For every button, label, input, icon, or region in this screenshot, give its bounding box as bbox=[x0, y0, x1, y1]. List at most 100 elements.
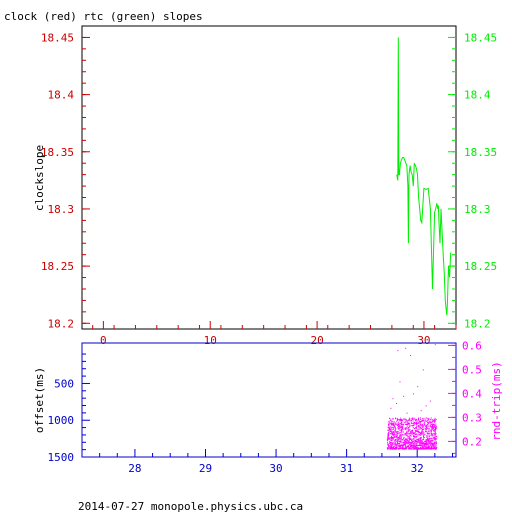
roundtrip-point bbox=[427, 434, 429, 436]
roundtrip-point bbox=[387, 426, 389, 428]
roundtrip-outlier-point bbox=[405, 347, 407, 349]
roundtrip-point bbox=[408, 417, 410, 419]
slopes-x-tick-label: 20 bbox=[310, 334, 323, 347]
roundtrip-point bbox=[428, 429, 430, 431]
roundtrip-point bbox=[416, 433, 418, 435]
roundtrip-point bbox=[430, 432, 432, 434]
roundtrip-point bbox=[426, 447, 428, 449]
roundtrip-point bbox=[400, 419, 402, 420]
roundtrip-point bbox=[411, 420, 412, 421]
roundtrip-point bbox=[410, 421, 412, 423]
roundtrip-point bbox=[426, 433, 428, 435]
roundtrip-point bbox=[397, 430, 399, 432]
roundtrip-outlier-point bbox=[397, 350, 399, 352]
roundtrip-point bbox=[402, 442, 404, 444]
roundtrip-point bbox=[387, 442, 389, 444]
roundtrip-point bbox=[393, 434, 395, 436]
roundtrip-point bbox=[414, 422, 416, 424]
roundtrip-point bbox=[416, 446, 418, 448]
roundtrip-point bbox=[408, 422, 409, 424]
roundtrip-point bbox=[414, 433, 416, 435]
roundtrip-point bbox=[398, 419, 400, 421]
roundtrip-point bbox=[388, 427, 390, 429]
roundtrip-point bbox=[421, 443, 423, 445]
roundtrip-point bbox=[428, 443, 430, 445]
roundtrip-point bbox=[414, 432, 416, 434]
roundtrip-point bbox=[431, 422, 432, 424]
roundtrip-point bbox=[399, 442, 400, 444]
roundtrip-point bbox=[388, 437, 390, 439]
roundtrip-point bbox=[403, 443, 404, 445]
roundtrip-point bbox=[397, 421, 399, 423]
roundtrip-point bbox=[414, 430, 416, 431]
roundtrip-point bbox=[404, 448, 406, 450]
roundtrip-point bbox=[419, 427, 421, 429]
offset-y-tick-label: 1500 bbox=[48, 451, 75, 464]
roundtrip-point bbox=[431, 427, 433, 428]
roundtrip-point bbox=[408, 448, 410, 450]
roundtrip-outlier-point bbox=[434, 344, 436, 346]
roundtrip-point bbox=[433, 438, 435, 440]
roundtrip-point bbox=[399, 425, 401, 427]
roundtrip-point bbox=[426, 444, 428, 446]
roundtrip-point bbox=[400, 436, 402, 438]
roundtrip-point bbox=[389, 441, 390, 443]
roundtrip-point bbox=[427, 445, 429, 447]
roundtrip-point bbox=[410, 447, 412, 449]
roundtrip-point bbox=[423, 432, 425, 434]
roundtrip-point bbox=[431, 443, 432, 445]
roundtrip-point bbox=[399, 423, 401, 425]
roundtrip-point bbox=[390, 446, 392, 448]
roundtrip-point bbox=[403, 418, 404, 420]
roundtrip-point bbox=[389, 420, 391, 422]
roundtrip-point bbox=[406, 427, 408, 429]
roundtrip-point bbox=[399, 425, 400, 427]
roundtrip-point bbox=[407, 440, 409, 442]
roundtrip-point bbox=[422, 437, 424, 439]
roundtrip-point bbox=[420, 437, 422, 439]
roundtrip-point bbox=[428, 421, 430, 423]
roundtrip-point bbox=[432, 448, 434, 450]
roundtrip-point bbox=[408, 429, 410, 431]
roundtrip-point bbox=[400, 424, 402, 426]
roundtrip-point bbox=[424, 424, 426, 426]
roundtrip-point bbox=[391, 429, 393, 431]
roundtrip-point bbox=[435, 448, 437, 450]
roundtrip-point bbox=[412, 422, 414, 424]
roundtrip-point bbox=[390, 429, 392, 431]
roundtrip-point bbox=[420, 447, 422, 449]
roundtrip-point bbox=[401, 431, 402, 433]
roundtrip-point bbox=[400, 434, 402, 436]
roundtrip-point bbox=[405, 441, 407, 443]
roundtrip-point bbox=[419, 447, 421, 449]
roundtrip-point bbox=[424, 421, 426, 423]
roundtrip-point bbox=[423, 434, 425, 436]
roundtrip-point bbox=[403, 434, 405, 436]
roundtrip-point bbox=[406, 446, 408, 448]
roundtrip-point bbox=[394, 448, 396, 449]
roundtrip-point bbox=[412, 438, 414, 440]
roundtrip-point bbox=[410, 438, 412, 440]
roundtrip-point bbox=[425, 419, 426, 421]
roundtrip-point bbox=[415, 442, 417, 444]
roundtrip-point bbox=[422, 426, 424, 428]
roundtrip-point bbox=[391, 422, 393, 424]
roundtrip-point bbox=[421, 433, 423, 435]
roundtrip-point bbox=[391, 448, 393, 450]
roundtrip-point bbox=[390, 439, 392, 441]
roundtrip-point bbox=[393, 435, 395, 437]
roundtrip-point bbox=[389, 433, 391, 435]
roundtrip-point bbox=[416, 438, 418, 440]
roundtrip-point bbox=[388, 430, 390, 432]
roundtrip-point bbox=[408, 438, 410, 439]
roundtrip-point bbox=[420, 434, 422, 436]
roundtrip-point bbox=[396, 438, 398, 440]
roundtrip-point bbox=[420, 441, 422, 443]
roundtrip-point bbox=[411, 442, 413, 444]
roundtrip-point bbox=[399, 420, 401, 422]
roundtrip-point bbox=[426, 426, 428, 427]
roundtrip-point bbox=[415, 442, 417, 444]
roundtrip-point bbox=[411, 430, 412, 432]
roundtrip-point bbox=[388, 424, 390, 426]
roundtrip-point bbox=[395, 445, 397, 447]
